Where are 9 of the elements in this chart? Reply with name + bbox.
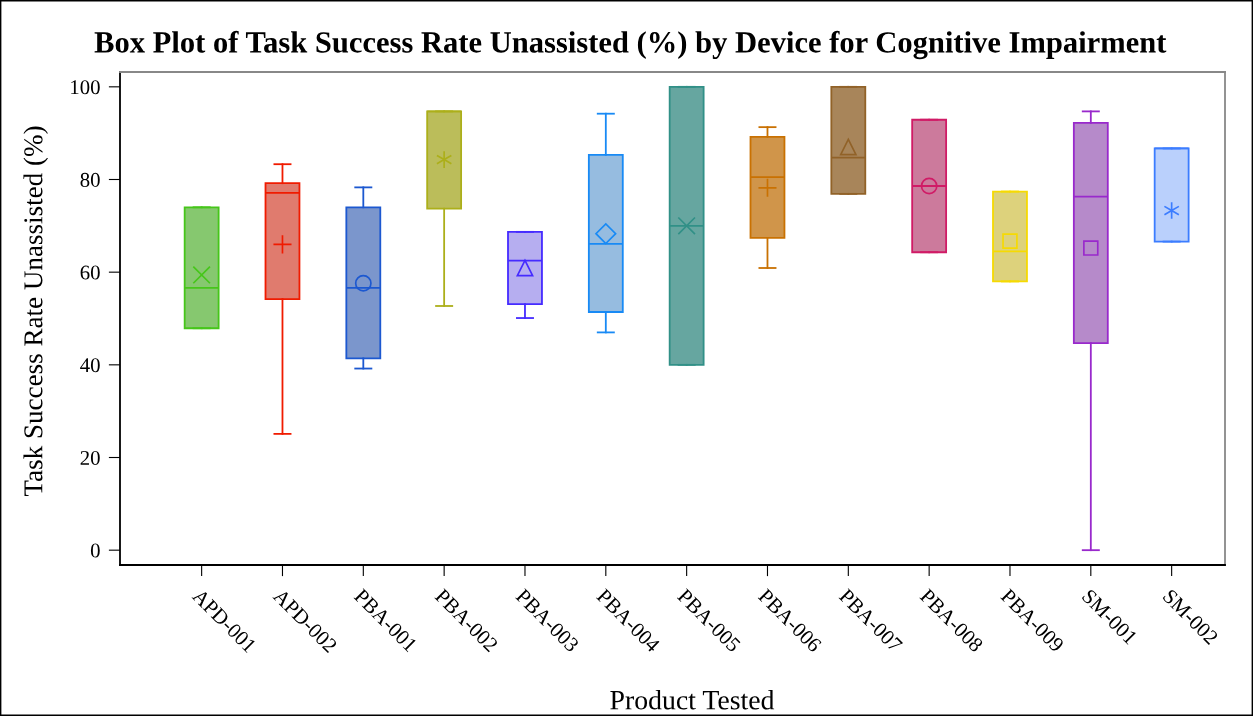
y-tick-label: 80 bbox=[80, 172, 100, 187]
y-tick-label: 20 bbox=[80, 450, 100, 465]
x-axis-title: Product Tested bbox=[610, 690, 775, 710]
y-tick-label: 100 bbox=[71, 80, 100, 95]
chart-title: Box Plot of Task Success Rate Unassisted (%) by Device for Cognitive Impairment bbox=[94, 30, 1167, 60]
y-tick-label: 60 bbox=[80, 265, 100, 280]
y-tick-label: 40 bbox=[80, 358, 100, 373]
y-tick-label: 0 bbox=[90, 543, 100, 558]
y-axis-title: Task Success Rate Unassisted (%) bbox=[23, 126, 48, 497]
